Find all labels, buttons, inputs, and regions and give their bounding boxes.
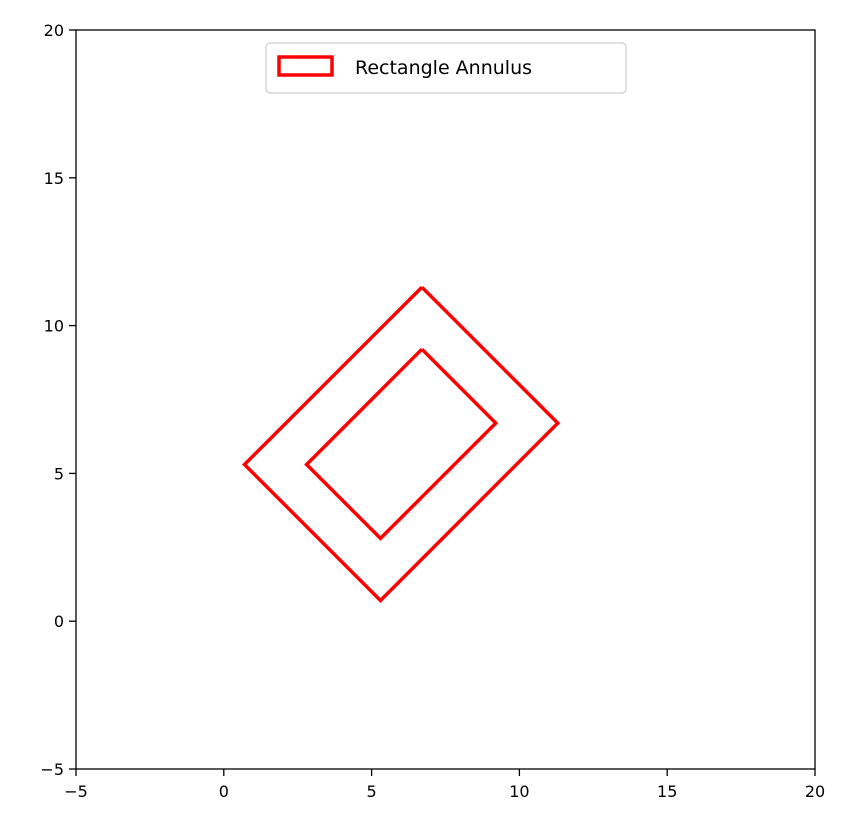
x-tick-label: −5	[64, 782, 88, 801]
series-0-inner-boundary	[304, 347, 499, 541]
y-axis-ticks: −5 0 5 10 15 20	[40, 21, 76, 779]
y-tick-label: 5	[54, 464, 64, 483]
x-tick-label: 5	[367, 782, 377, 801]
x-tick-label: 15	[657, 782, 677, 801]
series-0-outer-boundary	[242, 285, 561, 603]
plot-frame	[75, 29, 816, 770]
plot-layer	[242, 285, 561, 603]
y-tick-label: 0	[54, 612, 64, 631]
legend-box	[265, 42, 627, 94]
x-tick-label: 10	[509, 782, 529, 801]
y-tick-label: −5	[40, 760, 64, 779]
x-tick-label: 20	[805, 782, 825, 801]
y-tick-label: 20	[44, 21, 64, 40]
y-tick-label: 10	[44, 317, 64, 336]
legend: Rectangle Annulus	[265, 42, 627, 94]
x-tick-label: 0	[219, 782, 229, 801]
x-axis-ticks: −5 0 5 10 15 20	[64, 769, 825, 801]
legend-swatch-rectangle-annulus	[277, 55, 334, 77]
y-tick-label: 15	[44, 169, 64, 188]
legend-label-rectangle-annulus: Rectangle Annulus	[355, 57, 532, 79]
